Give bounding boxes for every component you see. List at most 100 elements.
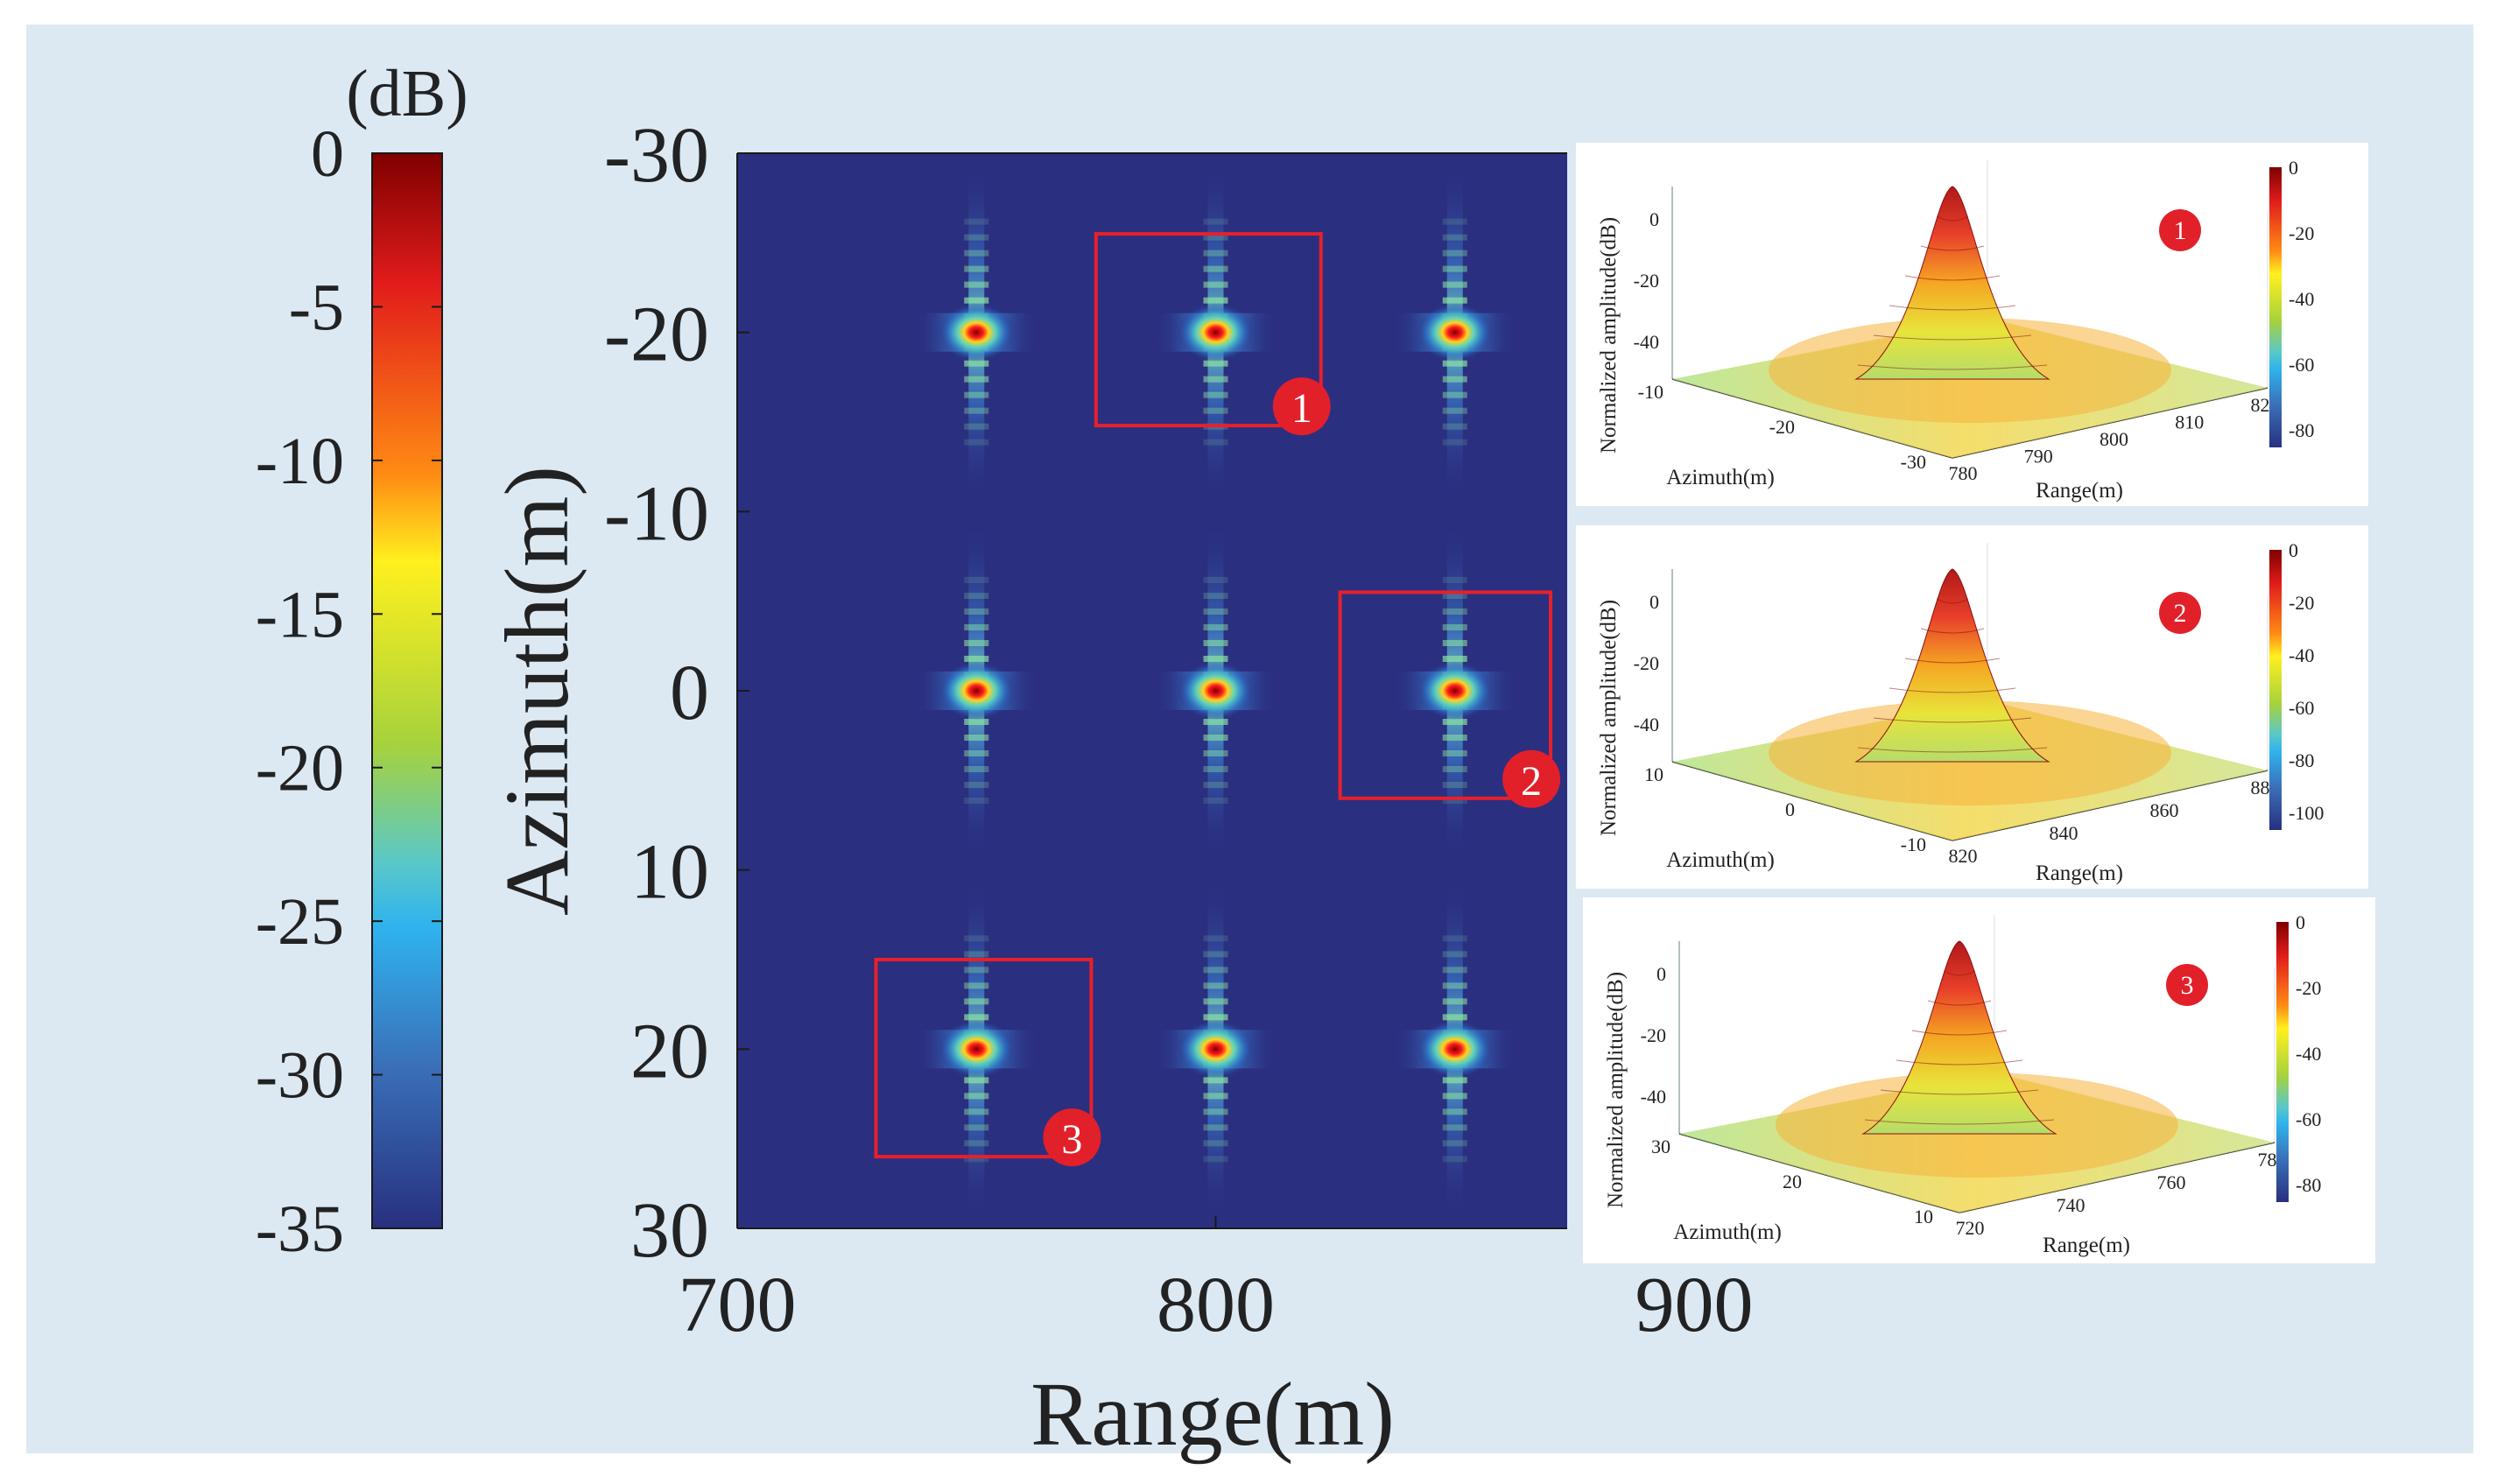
sidelobe-band [1442, 998, 1467, 1005]
sidelobe-band [1442, 766, 1467, 772]
sidelobe-band [1203, 281, 1228, 288]
inset-colorbar-tick: -80 [2296, 1174, 2321, 1196]
target-peak [1177, 302, 1255, 362]
sidelobe-band [1203, 624, 1228, 630]
inset-colorbar [2269, 550, 2282, 830]
inset-colorbar-tick: -80 [2289, 419, 2314, 441]
inset-label-badge [2159, 592, 2201, 634]
surface-mesh-line [1904, 658, 2001, 664]
sidelobe-band [964, 640, 989, 646]
azimuth-tick-label: 20 [1783, 1171, 1802, 1192]
colorbar-gradient [371, 152, 443, 1229]
x-axis-label: Range(m) [1030, 1364, 1395, 1465]
sidelobe-band [1203, 951, 1228, 958]
surface-mesh-line [1873, 334, 2032, 341]
sidelobe-band [964, 1140, 989, 1147]
range-tick-label: 790 [2024, 446, 2053, 468]
inset-colorbar-tick: -20 [2289, 222, 2314, 244]
range-tick-label: 760 [2157, 1171, 2186, 1193]
inset-panels: 0 -20 -40 -10 -20 -30 780 790 800 810 820 Azimuth(m… [1576, 143, 2375, 1263]
inset-panel-3: 0-20-40302010720740760780Azimuth(m)Range… [1583, 897, 2375, 1263]
range-tick-label: 740 [2057, 1194, 2086, 1216]
sidelobe-band [964, 439, 989, 446]
sidelobe-band [964, 935, 989, 942]
sidelobe-band [1203, 640, 1228, 646]
z-tick-label: 0 [1649, 591, 1659, 613]
colorbar-tick-label: 0 [311, 117, 344, 191]
sidelobe-band [1203, 1093, 1228, 1100]
highlight-box [874, 958, 1094, 1159]
colorbar-unit: (dB) [346, 57, 468, 130]
sidelobe-band [1203, 798, 1228, 804]
box-label-badge [1272, 377, 1331, 436]
sidelobe-band [1442, 234, 1467, 241]
sidelobe-band [1442, 1093, 1467, 1100]
sidelobe-band [1442, 719, 1467, 725]
box-label-badge [1043, 1108, 1101, 1167]
sidelobe-band [964, 281, 989, 288]
inset-panel-1: 0-20-40-10-20-30780790800810820Azimuth(m… [1576, 143, 2368, 506]
box-label: 1 [1291, 385, 1312, 432]
inset-colorbar-tick: -40 [2289, 644, 2314, 666]
y-tick-label: 30 [630, 1187, 709, 1274]
target-peak [938, 302, 1016, 362]
sidelobe-band [964, 265, 989, 272]
sidelobe-band [1203, 407, 1228, 414]
azimuth-tick-label: 0 [1785, 798, 1795, 820]
sidelobe-band [964, 234, 989, 241]
sidelobe-band [964, 1108, 989, 1115]
sidelobe-band [1203, 234, 1228, 241]
azimuth-tick-label: 10 [1644, 763, 1663, 785]
sidelobe-band [1203, 577, 1228, 583]
z-tick-label: -20 [1641, 1024, 1666, 1046]
point-target [1154, 883, 1277, 1216]
sidelobe-band [1203, 360, 1228, 367]
inset-colorbar-tick: -20 [2296, 977, 2321, 999]
inset-colorbar-tick: -100 [2289, 802, 2324, 824]
colorbar-ticks: 0 -5 -10 -15 -20 -25 -30 -35 [256, 117, 442, 1266]
inset-colorbar-tick: -20 [2289, 592, 2314, 614]
sidelobe-band [964, 593, 989, 599]
y-tick-label: -10 [604, 470, 709, 557]
inset-colorbar-tick: 0 [2296, 911, 2305, 933]
sidelobe-band [1203, 750, 1228, 756]
sidelobe-band [1203, 782, 1228, 788]
inset-colorbar [2269, 167, 2282, 447]
target-peak [938, 1019, 1016, 1080]
surface-mesh-line [1889, 305, 2016, 311]
sidelobe-band [1442, 640, 1467, 646]
sidelobe-band [964, 656, 989, 662]
range-tick-label: 780 [1949, 462, 1978, 484]
inset-label: 3 [2181, 971, 2194, 1000]
sidelobe-band [1442, 750, 1467, 756]
point-target [915, 883, 1038, 1216]
inset-z-label: Normalized amplitude(dB) [1597, 600, 1621, 836]
x-tick-label: 700 [679, 1262, 797, 1348]
y-tick-label: -30 [604, 112, 709, 199]
surface-mesh-line [1904, 275, 2001, 281]
surface-mesh-line [1889, 687, 2016, 693]
inset-range-label: Range(m) [2036, 862, 2123, 885]
point-target [915, 524, 1038, 857]
point-target [1154, 165, 1277, 499]
sidelobe-band [964, 624, 989, 630]
main-plot: 1 2 3 700 800 900 -30 -20 -10 0 10 20 30 Range(m) A… [487, 112, 1754, 1465]
azimuth-tick-label: -10 [1901, 833, 1926, 855]
sidelobe-band [964, 951, 989, 958]
y-tick-label: 0 [670, 650, 709, 736]
colorbar-tick-label: -5 [289, 271, 344, 344]
azimuth-tick-label: 10 [1914, 1206, 1933, 1227]
surface-peak [1854, 186, 2050, 380]
range-tick-label: 820 [1949, 845, 1978, 867]
colorbar-tick-label: -35 [256, 1192, 344, 1266]
sidelobe-band [1442, 951, 1467, 958]
sidelobe-band [1442, 1108, 1467, 1115]
sidelobe-band [964, 1124, 989, 1131]
inset-label-badge [2166, 964, 2208, 1006]
sidelobe-band [1203, 297, 1228, 304]
sidelobe-band [1203, 218, 1228, 225]
target-peak [1177, 661, 1255, 721]
sidelobe-band [964, 1156, 989, 1163]
sidelobe-band [964, 376, 989, 383]
inset-colorbar-tick: 0 [2289, 157, 2298, 179]
